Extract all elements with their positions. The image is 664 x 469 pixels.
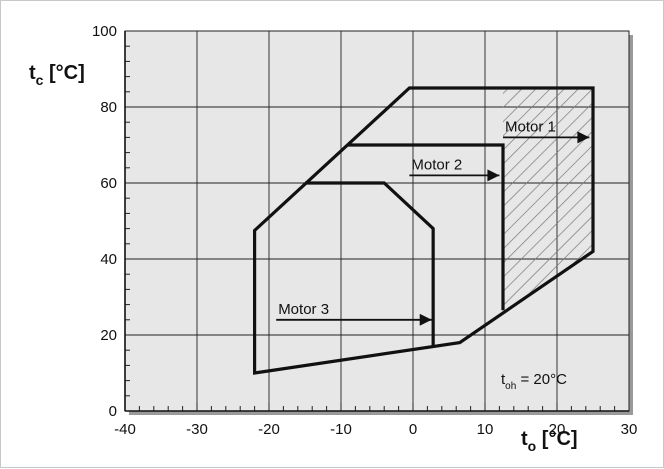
y-tick-label: 60 <box>100 175 117 192</box>
x-tick-label: 30 <box>621 421 638 438</box>
toh-annotation: toh = 20°C <box>501 371 567 392</box>
hatched-region <box>503 88 593 311</box>
series-outline-3 <box>305 181 435 347</box>
y-tick-label: 40 <box>100 251 117 268</box>
arrow-label-1: Motor 1 <box>505 118 556 135</box>
y-tick-label: 0 <box>109 403 117 420</box>
x-tick-label: -30 <box>186 421 208 438</box>
x-tick-label: -40 <box>114 421 136 438</box>
x-tick-label: 10 <box>477 421 494 438</box>
y-axis-label: tc [°C] <box>29 62 85 88</box>
series-outline-1 <box>253 86 595 375</box>
series-outline-2 <box>348 143 505 311</box>
x-tick-label: 0 <box>409 421 417 438</box>
arrow-label-3: Motor 3 <box>278 301 329 318</box>
y-tick-label: 80 <box>100 99 117 116</box>
y-tick-label: 20 <box>100 327 117 344</box>
x-tick-label: 20 <box>549 421 566 438</box>
x-tick-label: -10 <box>330 421 352 438</box>
x-axis-label: to [°C] <box>521 428 578 454</box>
y-tick-label: 100 <box>92 23 117 40</box>
x-tick-label: -20 <box>258 421 280 438</box>
arrow-label-2: Motor 2 <box>411 156 462 173</box>
